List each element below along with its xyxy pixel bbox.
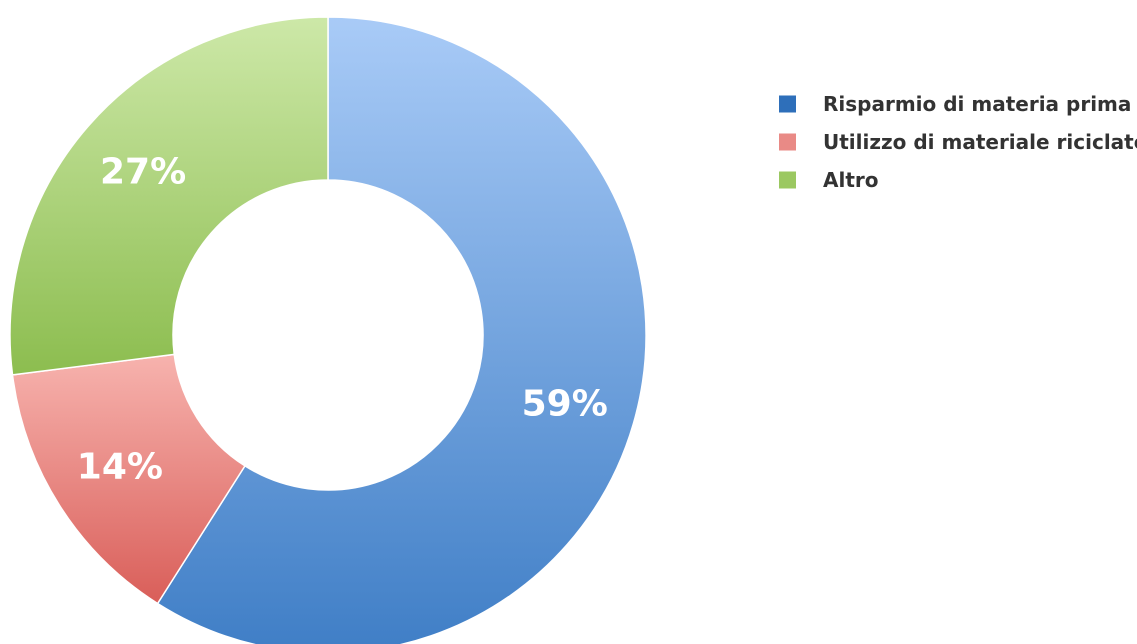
legend-swatch-2 xyxy=(779,133,796,151)
slice-value-label: 27% xyxy=(100,151,186,192)
slice-labels: 59% 14% 27% xyxy=(77,151,608,487)
slice-value-label: 59% xyxy=(522,383,608,424)
legend-label-3: Altro xyxy=(823,168,879,192)
legend-swatch-3 xyxy=(779,171,796,189)
donut-slice-3 xyxy=(9,16,329,376)
legend: Risparmio di materia prima Utilizzo di ma… xyxy=(779,92,1137,192)
legend-label-1: Risparmio di materia prima xyxy=(823,92,1131,116)
donut-slices xyxy=(9,16,647,644)
legend-swatch-1 xyxy=(779,95,796,113)
donut-slice-2 xyxy=(11,353,246,605)
donut-slice-1 xyxy=(156,16,647,644)
legend-label-2: Utilizzo di materiale riciclato xyxy=(823,130,1137,154)
slice-value-label: 14% xyxy=(77,447,163,488)
